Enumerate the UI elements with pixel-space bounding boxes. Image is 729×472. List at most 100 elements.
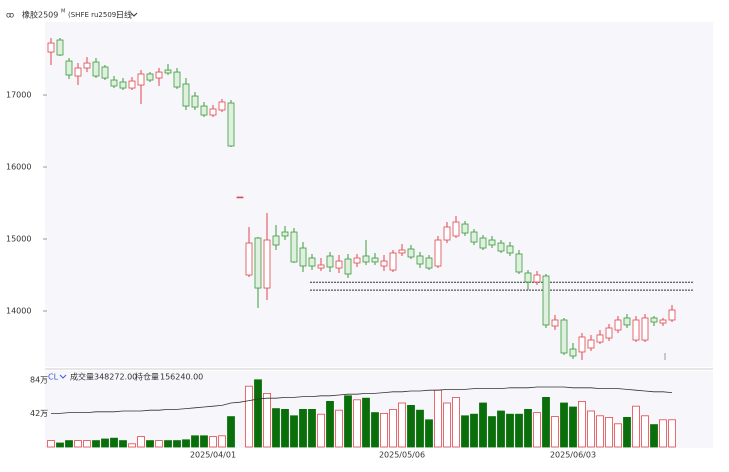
volume-bar <box>524 408 532 448</box>
candle-body <box>146 73 154 81</box>
candle-body <box>74 67 82 77</box>
x-tick-label: 2025/05/06 <box>379 451 425 460</box>
volume-bar <box>227 416 235 448</box>
volume-bar <box>461 415 469 448</box>
candle-body <box>407 248 415 258</box>
candle-body <box>461 223 469 234</box>
header: ꝏ 橡胶2509 M (SHFE ru2509) 日线 <box>6 9 138 20</box>
volume-bar <box>209 436 217 448</box>
candle-body <box>155 71 163 79</box>
volume-bar <box>443 402 451 448</box>
period-caret[interactable] <box>130 12 138 17</box>
candle-body <box>362 255 370 263</box>
period[interactable]: 日线 <box>116 10 132 20</box>
candle-body <box>641 317 649 341</box>
volume-bar <box>83 440 91 448</box>
volume-bar <box>308 408 316 448</box>
volume-bar <box>515 413 523 448</box>
logo: ꝏ <box>6 11 14 20</box>
candle-body <box>416 255 424 265</box>
y-tick-label: 14000 <box>6 307 31 316</box>
volume-bar <box>542 396 550 448</box>
volume-bar <box>479 402 487 448</box>
volume-bar <box>173 440 181 448</box>
candle-body <box>65 60 73 76</box>
volume-bar <box>146 440 154 448</box>
candle-body <box>281 231 289 237</box>
volume-bar <box>650 424 658 448</box>
candle-body <box>56 39 64 56</box>
volume-bar <box>74 440 82 448</box>
indicator[interactable]: CL <box>48 373 59 382</box>
volume-bar <box>128 443 136 448</box>
volume-bar <box>47 440 55 448</box>
volume-bar <box>218 435 226 448</box>
candle-body <box>299 247 307 267</box>
candle-body <box>569 348 577 357</box>
candle-body <box>425 257 433 269</box>
volume-bar <box>101 438 109 448</box>
volume-bar <box>191 435 199 448</box>
candle-body <box>371 257 379 263</box>
candle-body <box>515 253 523 273</box>
candle-body <box>623 317 631 326</box>
volume-bar <box>200 435 208 448</box>
y-tick-label: 84万 <box>30 375 48 384</box>
candle-body <box>191 95 199 108</box>
volume-bar <box>272 408 280 448</box>
volume-bar <box>659 419 667 448</box>
volume-bar <box>263 392 271 448</box>
volume-bar <box>398 402 406 448</box>
volume-bar <box>299 408 307 448</box>
candle-body <box>173 71 181 88</box>
indicator-caret[interactable] <box>59 374 67 379</box>
candle-body <box>137 73 145 86</box>
candle-body <box>47 42 55 53</box>
symbol-code: (SHFE ru2509) <box>68 11 119 19</box>
candle-body <box>344 258 352 275</box>
candle-body <box>398 249 406 254</box>
candle-body <box>578 336 586 353</box>
candle-body <box>254 237 262 289</box>
volume-bar <box>56 442 64 448</box>
volume-bar <box>569 406 577 448</box>
candle-body <box>488 239 496 246</box>
candle-body <box>353 257 361 264</box>
candle-body <box>290 231 298 263</box>
candle-body <box>668 309 676 321</box>
volume-bar <box>155 440 163 448</box>
candle-body <box>434 239 442 267</box>
volume-bar <box>353 399 361 448</box>
candle-body <box>110 79 118 87</box>
y-tick-label: 16000 <box>6 163 31 172</box>
symbol-superscript: M <box>61 9 65 15</box>
volume-bar <box>317 413 325 448</box>
volume-bar <box>164 440 172 448</box>
volume-bar <box>425 419 433 448</box>
volume-bar <box>533 412 541 448</box>
legend-name: 成交量 <box>70 372 94 382</box>
candle-body <box>605 327 613 339</box>
candle-body <box>632 319 640 341</box>
volume-bar <box>623 416 631 448</box>
y-tick-label: 17000 <box>6 91 31 100</box>
volume-bar <box>245 385 253 448</box>
volume-bar <box>65 440 73 448</box>
candle-body <box>524 272 532 283</box>
volume-bar <box>452 396 460 448</box>
y-tick-label: 42万 <box>30 409 48 418</box>
candle-body <box>560 319 568 354</box>
price-panel <box>45 22 713 367</box>
volume-bar <box>281 408 289 448</box>
volume-bar <box>290 415 298 448</box>
candle-body <box>452 221 460 237</box>
candle-body <box>497 242 505 252</box>
candle-body <box>209 108 217 116</box>
volume-bar <box>497 410 505 448</box>
candle-body <box>308 257 316 267</box>
volume-bar <box>596 415 604 448</box>
candle-body <box>659 319 667 324</box>
volume-bar <box>326 400 334 448</box>
candle-body <box>596 334 604 343</box>
